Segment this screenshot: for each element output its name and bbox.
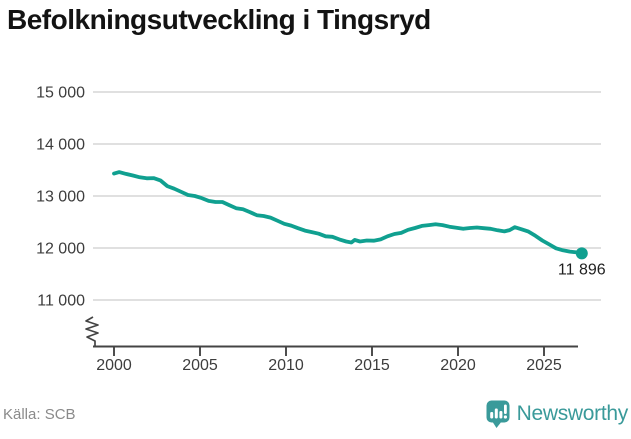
x-tick-label: 2025 bbox=[526, 357, 562, 374]
y-tick-label: 15 000 bbox=[36, 85, 85, 102]
chart-title: Befolkningsutveckling i Tingsryd bbox=[7, 4, 431, 35]
x-tick-label: 2015 bbox=[354, 357, 390, 374]
population-line-chart: 15 000 14 000 13 000 12 000 11 000 2000 2005 20… bbox=[36, 85, 606, 375]
y-tick-label: 14 000 bbox=[36, 137, 85, 154]
newsworthy-logo[interactable]: Newsworthy bbox=[486, 400, 628, 428]
x-tick-label: 2000 bbox=[96, 357, 132, 374]
axis-break-icon bbox=[85, 316, 99, 347]
population-line bbox=[112, 170, 584, 256]
y-tick-label: 12 000 bbox=[36, 241, 85, 258]
y-tick-label: 13 000 bbox=[36, 189, 85, 206]
x-tick-label: 2020 bbox=[440, 357, 476, 374]
end-value-label: 11 896 bbox=[558, 261, 606, 278]
brand-name: Newsworthy bbox=[516, 402, 629, 425]
y-tick-label: 11 000 bbox=[37, 293, 85, 310]
source-label: Källa: SCB bbox=[3, 406, 76, 423]
x-tick-label: 2010 bbox=[268, 357, 304, 374]
x-tick-label: 2005 bbox=[182, 357, 218, 374]
bar-chart-speech-bubble-badge-icon bbox=[486, 400, 510, 428]
end-point-marker bbox=[575, 247, 588, 260]
